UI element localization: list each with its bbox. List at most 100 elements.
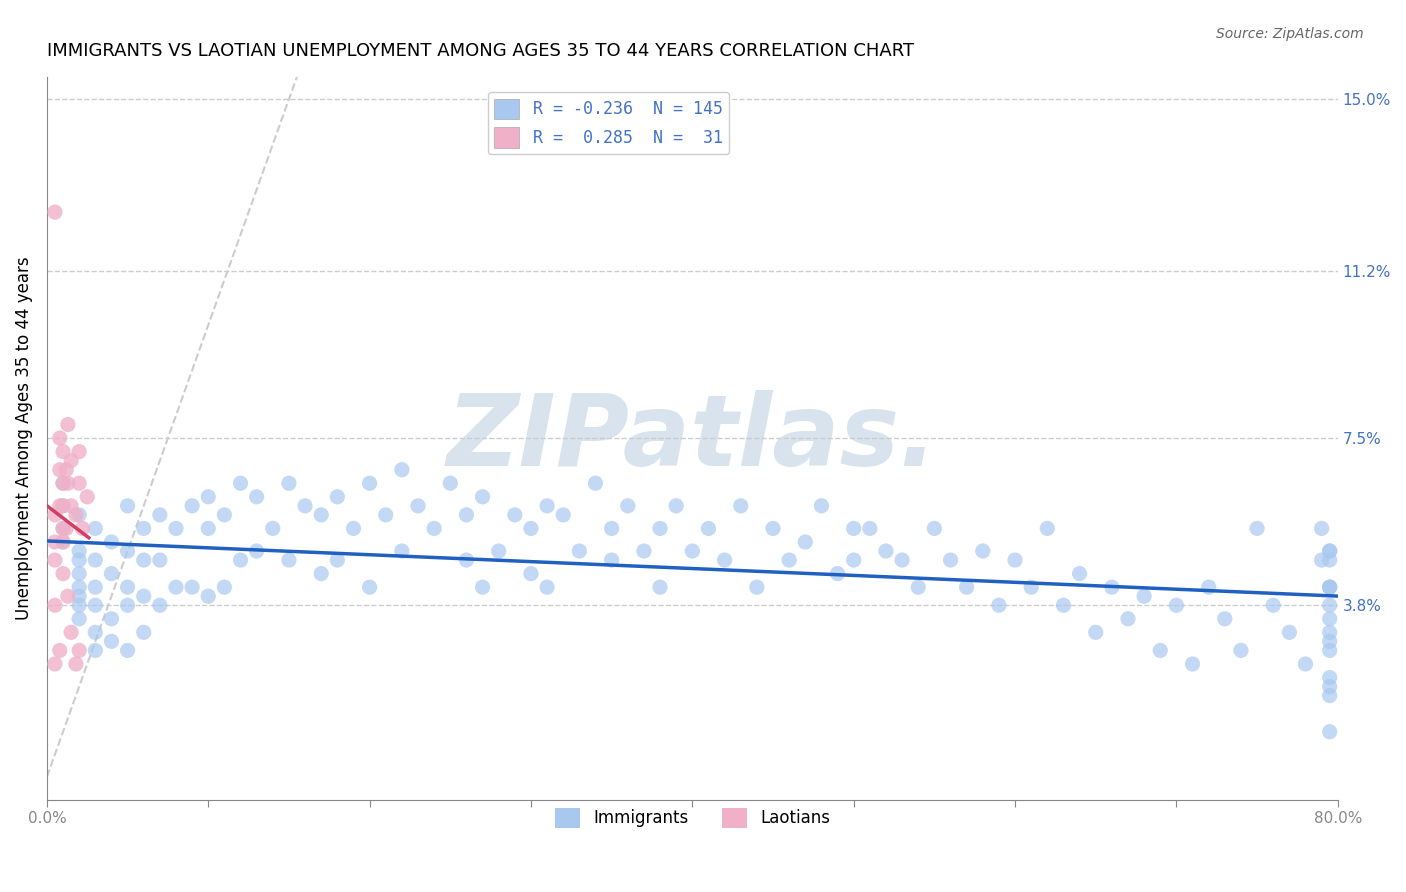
Point xyxy=(117,643,139,657)
Point xyxy=(1319,580,1341,594)
Point xyxy=(117,580,139,594)
Point xyxy=(84,553,107,567)
Point xyxy=(1319,544,1341,558)
Point xyxy=(100,612,122,626)
Point xyxy=(406,499,429,513)
Point xyxy=(617,499,640,513)
Point xyxy=(49,499,72,513)
Point xyxy=(1149,643,1171,657)
Point xyxy=(536,580,558,594)
Point xyxy=(197,521,219,535)
Point xyxy=(67,580,90,594)
Point xyxy=(49,643,72,657)
Point xyxy=(52,521,75,535)
Point xyxy=(1019,580,1042,594)
Point xyxy=(65,508,87,522)
Point xyxy=(84,599,107,613)
Point xyxy=(1181,657,1204,671)
Point xyxy=(277,476,299,491)
Point xyxy=(1319,612,1341,626)
Point xyxy=(52,444,75,458)
Point xyxy=(52,499,75,513)
Point xyxy=(52,476,75,491)
Point xyxy=(52,521,75,535)
Point xyxy=(117,599,139,613)
Point xyxy=(52,535,75,549)
Point xyxy=(1246,521,1268,535)
Point xyxy=(181,499,204,513)
Point xyxy=(132,521,155,535)
Point xyxy=(84,521,107,535)
Point xyxy=(84,580,107,594)
Point xyxy=(76,490,98,504)
Point xyxy=(49,431,72,445)
Point xyxy=(810,499,832,513)
Point xyxy=(778,553,800,567)
Point xyxy=(1004,553,1026,567)
Point xyxy=(1101,580,1123,594)
Point xyxy=(1310,553,1333,567)
Point xyxy=(1319,544,1341,558)
Point xyxy=(214,580,236,594)
Point xyxy=(713,553,735,567)
Point xyxy=(1319,599,1341,613)
Point xyxy=(229,553,252,567)
Point xyxy=(326,553,349,567)
Point xyxy=(132,553,155,567)
Point xyxy=(471,580,494,594)
Point xyxy=(1319,553,1341,567)
Point xyxy=(730,499,752,513)
Point xyxy=(891,553,914,567)
Point xyxy=(1295,657,1317,671)
Point xyxy=(1319,671,1341,685)
Point xyxy=(52,476,75,491)
Point xyxy=(391,463,413,477)
Point xyxy=(745,580,768,594)
Point xyxy=(972,544,994,558)
Point xyxy=(67,553,90,567)
Point xyxy=(1319,580,1341,594)
Point xyxy=(67,544,90,558)
Point xyxy=(100,566,122,581)
Point xyxy=(55,521,77,535)
Y-axis label: Unemployment Among Ages 35 to 44 years: Unemployment Among Ages 35 to 44 years xyxy=(15,256,32,620)
Point xyxy=(1166,599,1188,613)
Point xyxy=(56,476,79,491)
Point xyxy=(1213,612,1236,626)
Point xyxy=(520,521,543,535)
Point xyxy=(44,535,66,549)
Point xyxy=(1310,521,1333,535)
Point xyxy=(359,580,381,594)
Point xyxy=(246,544,269,558)
Point xyxy=(681,544,703,558)
Point xyxy=(149,508,172,522)
Point xyxy=(165,521,187,535)
Point xyxy=(67,643,90,657)
Point xyxy=(67,589,90,603)
Point xyxy=(197,490,219,504)
Point xyxy=(520,566,543,581)
Point xyxy=(56,589,79,603)
Point xyxy=(229,476,252,491)
Point xyxy=(52,499,75,513)
Point xyxy=(859,521,882,535)
Point xyxy=(60,499,83,513)
Point xyxy=(939,553,962,567)
Point xyxy=(1116,612,1139,626)
Point xyxy=(633,544,655,558)
Point xyxy=(44,657,66,671)
Point xyxy=(72,521,94,535)
Point xyxy=(277,553,299,567)
Point xyxy=(44,205,66,219)
Point xyxy=(1319,724,1341,739)
Legend: Immigrants, Laotians: Immigrants, Laotians xyxy=(548,801,837,835)
Point xyxy=(262,521,284,535)
Point xyxy=(1319,643,1341,657)
Point xyxy=(585,476,607,491)
Point xyxy=(67,599,90,613)
Point xyxy=(52,535,75,549)
Point xyxy=(471,490,494,504)
Point xyxy=(503,508,526,522)
Point xyxy=(214,508,236,522)
Point xyxy=(44,553,66,567)
